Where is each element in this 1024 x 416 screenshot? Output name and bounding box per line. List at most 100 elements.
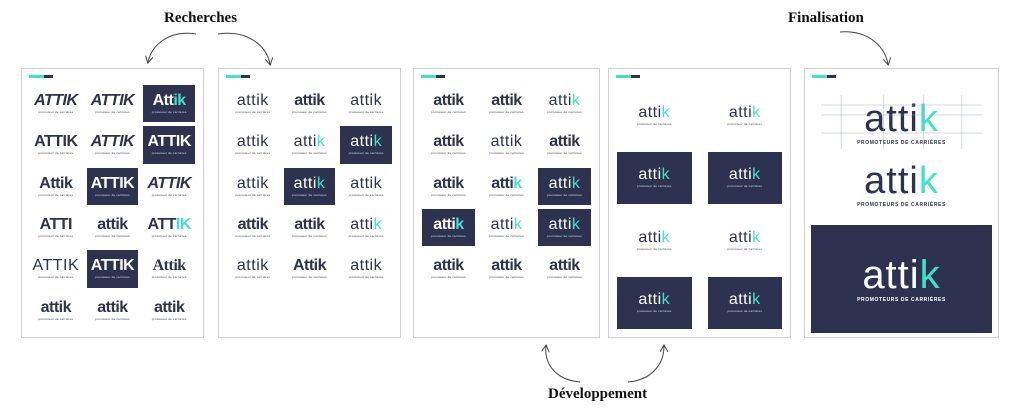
logo-variant: ATTIK promoteur de carrières	[30, 250, 82, 287]
stage-label-developpement: Développement	[548, 386, 648, 402]
logo-tagline: promoteur de carrières	[38, 275, 74, 280]
logo-variant: ATTIK promoteur de carrières	[87, 126, 139, 163]
logo-variant: ATTIK promoteur de carrières	[86, 250, 139, 288]
logo-tagline: promoteur de carrières	[151, 316, 187, 321]
logo-tagline: promoteur de carrières	[38, 151, 74, 156]
logo-variant: attik promoteur de carrières	[284, 209, 336, 246]
logo-wordmark: attik	[433, 216, 464, 234]
logo-variant: attik promoteur de carrières	[340, 168, 392, 205]
logo-variant: attik promoteur de carrières	[87, 209, 139, 246]
logo-tagline: promoteur de carrières	[547, 234, 582, 239]
logo-wordmark: ATTIK	[90, 257, 135, 275]
logo-tagline: promoteur de carrières	[489, 151, 524, 156]
logo-variant: attik promoteur de carrières	[480, 85, 533, 122]
logo-wordmark: attik	[294, 92, 325, 110]
logo-tagline: promoteur de carrières	[95, 110, 130, 115]
logo-tagline: promoteur de carrières	[235, 275, 271, 280]
logo-tagline: promoteur de carrières	[235, 110, 271, 115]
logo-variant: attik promoteur de carrières	[227, 85, 279, 122]
logo-grid: ATTIK promoteur de carrières ATTIK promoteu…	[30, 85, 195, 329]
logo-tagline: promoteur de carrières	[547, 275, 582, 280]
logo-wordmark: ATTIK	[90, 92, 135, 110]
logo-wordmark: attik	[236, 174, 269, 192]
logo-tagline: promoteur de carrières	[151, 234, 187, 239]
logo-wordmark: ATTIK	[34, 92, 78, 110]
logo-tagline: promoteur de carrières	[636, 309, 672, 314]
final-logo-dark: attik PROMOTEURS DE CARRIÈRES	[811, 225, 992, 333]
logo-wordmark: attik	[638, 103, 671, 121]
logo-wordmark: ATTIK	[147, 174, 191, 192]
logo-tagline: promoteur de carrières	[348, 234, 384, 239]
logo-tagline: promoteur de carrières	[547, 110, 582, 115]
arrow-developpement-left	[546, 346, 581, 383]
logo-wordmark: attik	[728, 166, 761, 184]
development-board-1: attik promoteur de carrières attik promoteu…	[413, 68, 600, 338]
logo-wordmark: attik	[728, 228, 761, 246]
final-wordmark: attik	[864, 160, 939, 202]
logo-wordmark: attik	[97, 298, 128, 316]
logo-tagline: promoteur de carrières	[292, 110, 327, 115]
color-swatch	[29, 75, 53, 78]
color-swatch	[812, 75, 836, 78]
logo-tagline: promoteur de carrières	[95, 234, 130, 239]
logo-variant: attik promoteur de carrières	[87, 292, 139, 329]
logo-wordmark: attik	[350, 257, 383, 275]
arrow-finalisation	[839, 31, 888, 64]
logo-tagline: promoteur de carrières	[727, 309, 763, 314]
logo-tagline: promoteur de carrières	[235, 234, 271, 239]
logo-variant: ATTIK promoteur de carrières	[143, 126, 195, 164]
logo-wordmark: attik	[236, 133, 269, 151]
logo-variant: attik promoteur de carrières	[617, 214, 692, 267]
logo-variant: ATTIK promoteur de carrières	[87, 85, 139, 122]
logo-variant: attik promoteur de carrières	[340, 126, 392, 164]
logo-variant: attik promoteur de carrières	[284, 85, 336, 122]
logo-tagline: promoteur de carrières	[38, 316, 74, 321]
logo-variant: attik promoteur de carrières	[480, 168, 533, 205]
logo-tagline: promoteur de carrières	[431, 151, 466, 156]
logo-variant: attik promoteur de carrières	[30, 292, 82, 329]
logo-tagline: promoteur de carrières	[151, 151, 187, 156]
logo-variant: attik promoteur de carrières	[538, 126, 591, 163]
logo-wordmark: attik	[350, 92, 383, 110]
logo-tagline: promoteur de carrières	[95, 151, 130, 156]
logo-wordmark: Attik	[39, 174, 73, 192]
logo-tagline: promoteur de carrières	[95, 192, 130, 197]
logo-variant: ATTI promoteur de carrières	[30, 209, 82, 246]
logo-variant: Attik promoteur de carrières	[143, 250, 195, 287]
logo-tagline: promoteur de carrières	[348, 192, 384, 197]
logo-wordmark: attik	[350, 216, 383, 234]
logo-variant: attik promoteur de carrières	[707, 151, 782, 204]
logo-variant: Attik promoteur de carrières	[143, 85, 195, 123]
logo-wordmark: Attik	[152, 92, 187, 110]
final-wordmark: attik	[862, 253, 941, 297]
logo-wordmark: Attik	[292, 257, 327, 275]
logo-tagline: promoteur de carrières	[38, 110, 74, 115]
logo-variant: ATTIK promoteur de carrières	[143, 209, 195, 246]
logo-variant: attik promoteur de carrières	[283, 167, 336, 205]
development-board-2: attik promoteur de carrières attik promoteu…	[608, 68, 791, 338]
logo-tagline: promoteur de carrières	[489, 275, 524, 280]
arrow-recherches-left	[148, 32, 197, 62]
logo-variant: attik promoteur de carrières	[422, 250, 475, 287]
logo-wordmark: attik	[350, 174, 383, 192]
logo-variant: ATTIK promoteur de carrières	[30, 126, 82, 163]
logo-tagline: promoteur de carrières	[348, 110, 384, 115]
logo-wordmark: Attik	[152, 257, 187, 275]
logo-variant: attik promoteur de carrières	[340, 250, 392, 287]
logo-variant: attik promoteur de carrières	[480, 126, 533, 163]
logo-tagline: promoteur de carrières	[292, 275, 327, 280]
logo-variant: attik promoteur de carrières	[708, 214, 783, 267]
logo-wordmark: ATTIK	[32, 257, 80, 275]
logo-variant: attik promoteur de carrières	[227, 250, 279, 287]
logo-wordmark: attik	[433, 92, 464, 110]
logo-tagline: promoteur de carrières	[431, 110, 466, 115]
logo-wordmark: attik	[548, 92, 581, 110]
logo-variant: attik promoteur de carrières	[708, 89, 783, 142]
logo-tagline: promoteur de carrières	[547, 192, 582, 197]
logo-grid: attik promoteur de carrières attik promoteu…	[617, 89, 782, 329]
logo-variant: Attik promoteur de carrières	[30, 168, 82, 205]
logo-wordmark: attik	[236, 257, 269, 275]
logo-wordmark: attik	[293, 174, 326, 192]
logo-tagline: promoteur de carrières	[431, 234, 466, 239]
logo-wordmark: attik	[237, 216, 269, 234]
